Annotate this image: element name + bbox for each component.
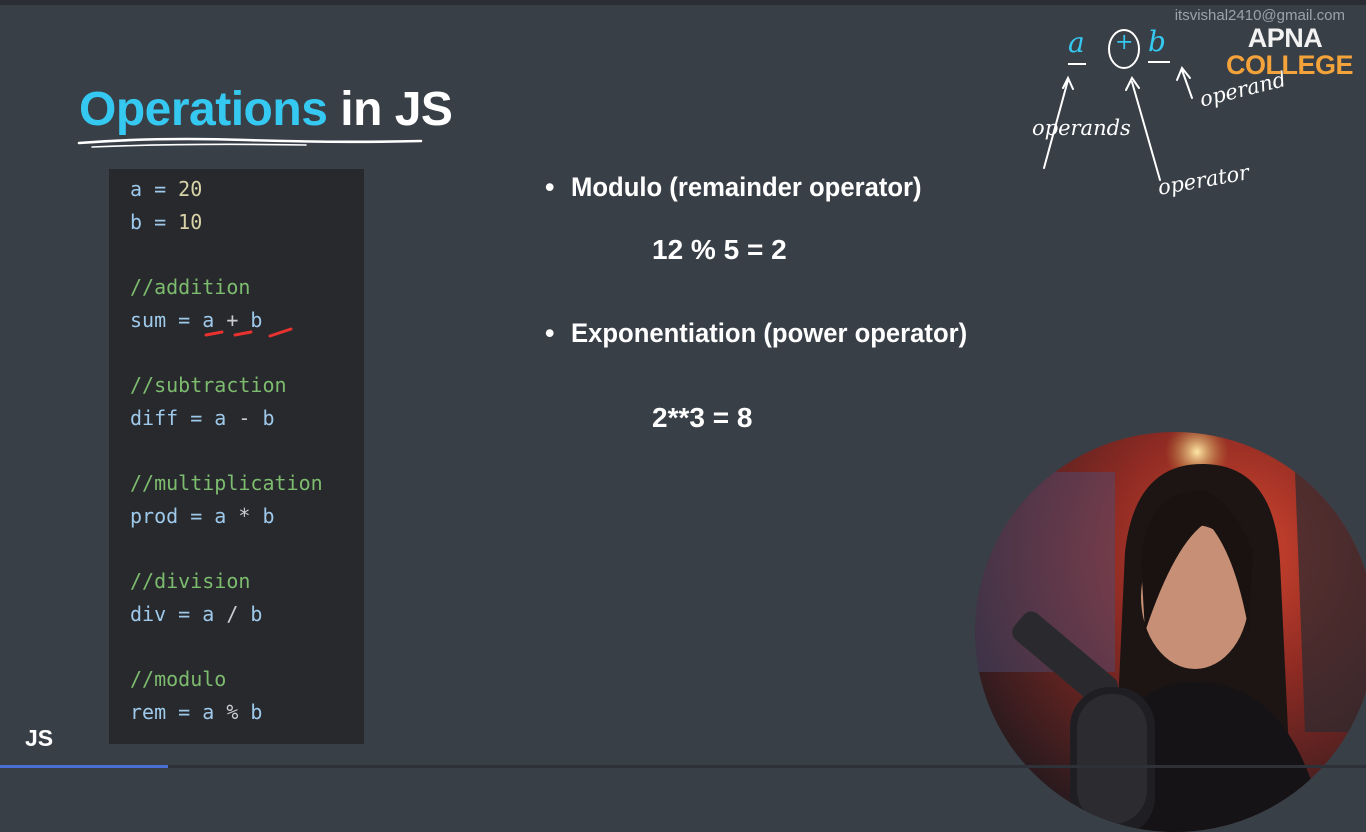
- code-div-a: a: [202, 602, 215, 626]
- logo-line2: COLLEGE: [1226, 50, 1354, 80]
- code-diff-b: b: [262, 406, 275, 430]
- code-sum-b: b: [250, 308, 263, 332]
- code-b-value: 10: [178, 210, 203, 234]
- code-panel: a = 20 b = 10 //addition sum = a + b //s…: [109, 169, 364, 744]
- bullet-dot-icon: •: [545, 318, 555, 348]
- slide-title: Operations in JS: [79, 82, 453, 137]
- code-rem-op: %: [214, 700, 251, 724]
- code-a-value: 20: [178, 177, 203, 201]
- code-a-decl: a =: [130, 177, 179, 201]
- code-line-div: div = a / b: [130, 598, 364, 631]
- code-comment-addition: //addition: [130, 275, 251, 299]
- code-prod-b: b: [262, 504, 275, 528]
- title-underline: [77, 137, 423, 148]
- top-bar: [0, 0, 1366, 5]
- code-rem-a: a: [202, 700, 215, 724]
- code-prod-lhs: prod =: [130, 504, 215, 528]
- code-div-op: /: [214, 602, 251, 626]
- code-diff-op: -: [226, 406, 263, 430]
- code-line-prod: prod = a * b: [130, 500, 364, 533]
- code-comment-subtraction: //subtraction: [130, 373, 287, 397]
- code-line-sum: sum = a + b: [130, 304, 364, 337]
- apna-college-logo: APNA COLLEGE: [1226, 23, 1354, 80]
- code-comment-multiplication: //multiplication: [130, 471, 323, 495]
- watermark-email: itsvishal2410@gmail.com: [1174, 7, 1345, 24]
- handwritten-annotation: a + b operands operand operator: [1020, 20, 1300, 230]
- red-underline-annotation: [204, 327, 293, 338]
- modulo-example: 12 % 5 = 2: [652, 234, 787, 265]
- annotation-plus: +: [1115, 30, 1134, 55]
- code-blank: [130, 631, 364, 663]
- corner-js-label: JS: [25, 725, 54, 751]
- code-line-b: b = 10: [130, 206, 364, 239]
- code-comment-modulo: //modulo: [130, 667, 227, 691]
- code-line-rem: rem = a % b: [130, 696, 364, 729]
- bullet-modulo-text: Modulo (remainder operator): [571, 172, 922, 202]
- annotation-operands: operands: [1032, 116, 1131, 140]
- code-div-lhs: div =: [130, 602, 203, 626]
- title-rest: in JS: [327, 83, 453, 136]
- annotation-b: b: [1148, 25, 1166, 58]
- video-progress-bar[interactable]: [0, 765, 1366, 768]
- code-diff-a: a: [214, 406, 227, 430]
- code-line-diff: diff = a - b: [130, 402, 364, 435]
- code-rem-lhs: rem =: [130, 700, 203, 724]
- presenter-webcam: [975, 432, 1366, 832]
- code-blank: [130, 435, 364, 467]
- code-diff-lhs: diff =: [130, 406, 215, 430]
- annotation-strokes: [1043, 29, 1193, 181]
- code-blank: [130, 239, 364, 271]
- code-div-b: b: [250, 602, 263, 626]
- presenter-video-icon: [975, 432, 1366, 832]
- code-blank: [130, 533, 364, 565]
- code-prod-op: *: [226, 504, 263, 528]
- code-rem-b: b: [250, 700, 263, 724]
- exponentiation-example: 2**3 = 8: [652, 402, 753, 433]
- code-sum-a: a: [202, 308, 215, 332]
- bullet-exponentiation-text: Exponentiation (power operator): [571, 318, 968, 348]
- code-b-decl: b =: [130, 210, 179, 234]
- annotation-a: a: [1068, 26, 1085, 59]
- code-sum-op: +: [214, 308, 251, 332]
- code-comment-division: //division: [130, 569, 251, 593]
- logo-line1: APNA: [1247, 23, 1323, 53]
- code-line-a: a = 20: [130, 173, 364, 206]
- code-sum-lhs: sum =: [130, 308, 203, 332]
- code-prod-a: a: [214, 504, 227, 528]
- bullet-dot-icon: •: [545, 172, 555, 202]
- video-progress-fill: [0, 765, 168, 768]
- title-highlight: Operations: [79, 83, 328, 136]
